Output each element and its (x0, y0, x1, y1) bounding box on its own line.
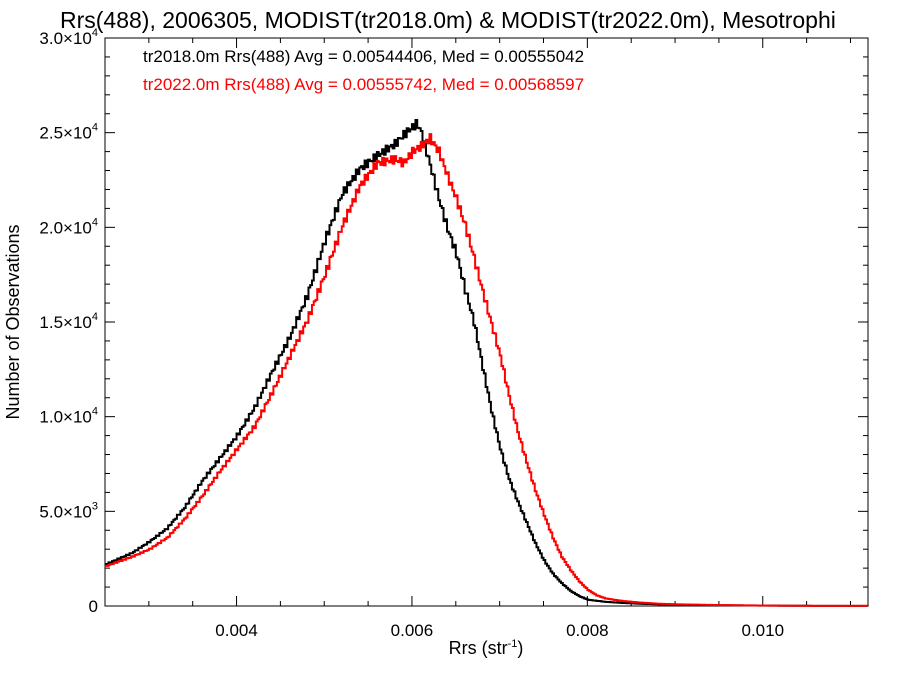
series-line-2 (105, 133, 869, 607)
y-tick-label: 1.0×104 (39, 406, 98, 427)
chart-title: Rrs(488), 2006305, MODIST(tr2018.0m) & M… (60, 7, 836, 33)
legend-entry: tr2022.0m Rrs(488) Avg = 0.00555742, Med… (143, 75, 584, 94)
y-axis-label: Number of Observations (3, 224, 23, 419)
y-tick-label: 3.0×104 (39, 27, 98, 48)
y-tick-label: 2.0×104 (39, 216, 98, 237)
x-tick-label: 0.008 (566, 621, 609, 640)
x-tick-label: 0.010 (741, 621, 784, 640)
x-tick-label: 0.004 (215, 621, 258, 640)
plot-area (104, 37, 869, 607)
x-tick-label: 0.006 (391, 621, 434, 640)
legend-entry: tr2018.0m Rrs(488) Avg = 0.00544406, Med… (143, 47, 584, 66)
y-tick-label: 1.5×104 (39, 311, 98, 332)
y-tick-label: 5.0×103 (39, 500, 98, 521)
y-tick-label: 2.5×104 (39, 122, 98, 143)
x-axis-label: Rrs (str-1) (449, 638, 524, 658)
x-axis-ticks: 0.004 0.006 0.008 0.010 (148, 38, 851, 640)
y-axis-ticks: 0 5.0×103 1.0×104 1.5×104 2.0×104 2.5×104 3.0×… (39, 27, 868, 616)
legend: tr2018.0m Rrs(488) Avg = 0.00544406, Med… (143, 47, 584, 94)
y-tick-label: 0 (89, 597, 98, 616)
series-layer (105, 118, 869, 607)
series-line-1 (105, 118, 868, 607)
